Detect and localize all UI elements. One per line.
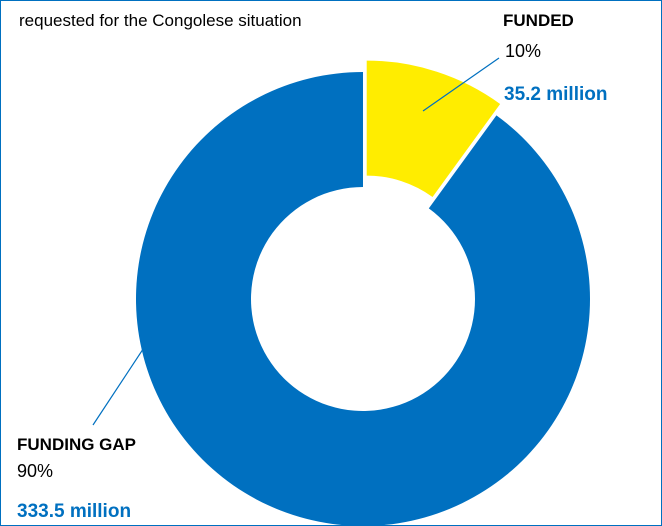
- funding-gap-percent: 90%: [17, 461, 54, 481]
- donut-slices: [136, 60, 590, 525]
- funding-gap-label: FUNDING GAP: [17, 435, 136, 454]
- funding-gap-slice: [136, 72, 590, 525]
- funded-percent: 10%: [505, 41, 542, 61]
- funding-gap-amount: 333.5 million: [17, 501, 132, 522]
- funded-leader-line: [422, 57, 500, 112]
- funded-amount: 35.2 million: [504, 84, 608, 105]
- chart-subtitle: requested for the Congolese situation: [19, 11, 302, 30]
- funded-slice: [366, 60, 501, 197]
- funding-gap-leader-line: [92, 333, 154, 426]
- funded-label: FUNDED: [503, 11, 574, 30]
